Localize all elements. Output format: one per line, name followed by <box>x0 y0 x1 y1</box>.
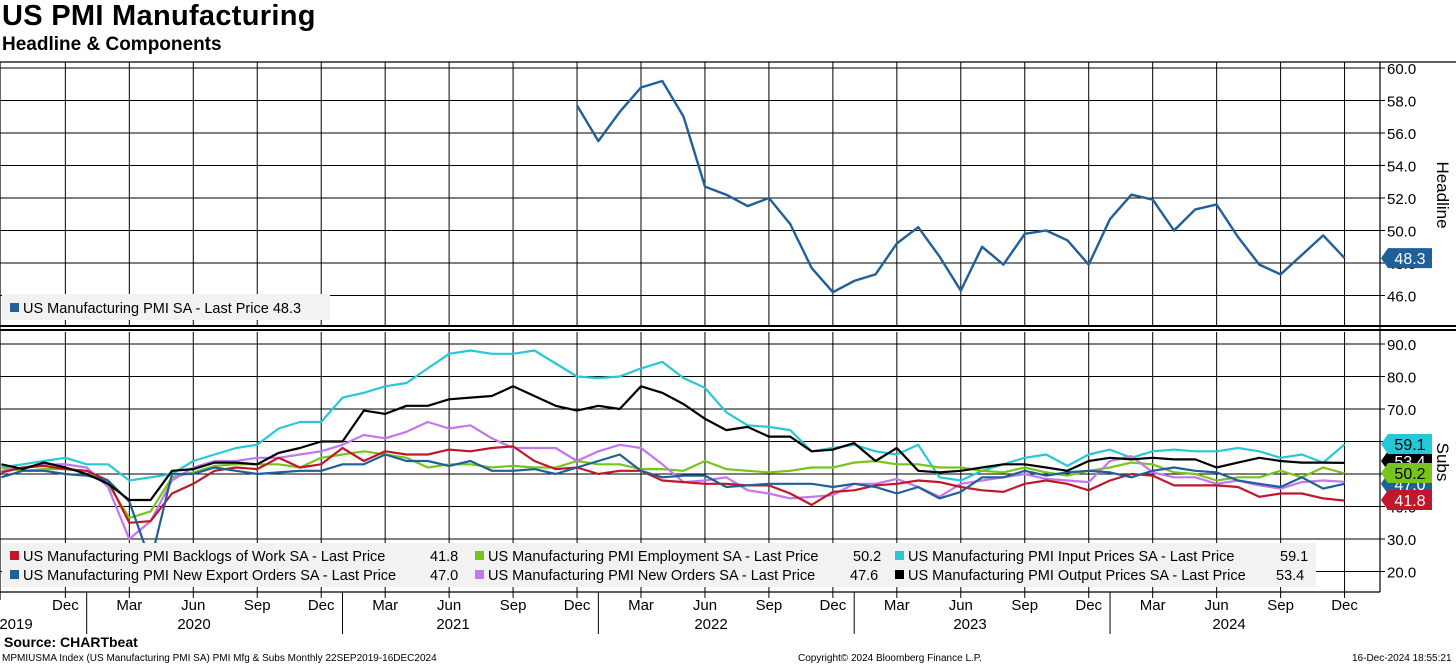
axes: 60.058.056.054.052.050.048.046.090.080.0… <box>0 61 1456 600</box>
ytick-label-top: 56.0 <box>1387 126 1416 143</box>
legend-text-output-prices: US Manufacturing PMI Output Prices SA - … <box>908 568 1246 584</box>
xtick-month-label: Jun <box>181 597 205 614</box>
legend-text-backlogs: US Manufacturing PMI Backlogs of Work SA… <box>23 549 385 565</box>
footer-center: Copyright© 2024 Bloomberg Finance L.P. <box>798 653 982 664</box>
subs-plot <box>1 349 1346 563</box>
legend-text-input-prices: US Manufacturing PMI Input Prices SA - L… <box>908 549 1234 565</box>
ytick-label-top: 54.0 <box>1387 159 1416 176</box>
xtick-month-label: Mar <box>628 597 654 614</box>
xtick-month-label: Mar <box>1140 597 1166 614</box>
xtick-year-label: 2020 <box>177 616 210 633</box>
legend-text-employment: US Manufacturing PMI Employment SA - Las… <box>488 549 818 565</box>
series-line-employment <box>1 450 1345 520</box>
ytick-label-bottom: 30.0 <box>1387 532 1416 549</box>
legend-value-input-prices: 59.1 <box>1280 549 1308 565</box>
xtick-year-label: 2024 <box>1212 616 1245 633</box>
xtick-month-label: Sep <box>500 597 527 614</box>
value-tag <box>1381 463 1432 483</box>
ytick-label-top: 46.0 <box>1387 289 1416 306</box>
xtick-month-label: Dec <box>1331 597 1358 614</box>
chart-subtitle: Headline & Components <box>2 34 222 55</box>
xtick-month-label: Dec <box>52 597 79 614</box>
xtick-month-label: Sep <box>244 597 271 614</box>
ytick-label-top: 58.0 <box>1387 94 1416 111</box>
ytick-label-top: 50.0 <box>1387 224 1416 241</box>
value-tag <box>1381 490 1432 510</box>
series-line-headline <box>575 79 1346 294</box>
legend-swatch-headline <box>10 303 19 312</box>
legend-headline: US Manufacturing PMI SA - Last Price 48.… <box>2 294 330 320</box>
footer-right: 16-Dec-2024 18:55:21 <box>1352 653 1452 664</box>
ytick-label-bottom: 80.0 <box>1387 370 1416 387</box>
xtick-month-label: Mar <box>116 597 142 614</box>
legend-swatch-new-orders <box>475 570 484 579</box>
legend-value-output-prices: 53.4 <box>1276 568 1304 584</box>
xtick-year-label: 2019 <box>0 616 33 633</box>
value-tag <box>1381 434 1432 454</box>
headline-axis-title: Headline <box>1433 161 1452 228</box>
legend-swatch-output-prices <box>895 570 904 579</box>
ytick-label-bottom: 70.0 <box>1387 402 1416 419</box>
xtick-year-label: 2023 <box>953 616 986 633</box>
value-tag-text: 48.3 <box>1394 251 1425 268</box>
legend-swatch-export-orders <box>10 570 19 579</box>
xtick-month-label: Dec <box>1075 597 1102 614</box>
ytick-label-bottom: 20.0 <box>1387 565 1416 582</box>
xtick-month-label: Jun <box>1205 597 1229 614</box>
xtick-month-label: Mar <box>372 597 398 614</box>
legend-value-export-orders: 47.0 <box>430 568 458 584</box>
legend-text-headline: US Manufacturing PMI SA - Last Price 48.… <box>23 301 301 317</box>
xtick-month-label: Sep <box>756 597 783 614</box>
legend-value-backlogs: 41.8 <box>430 549 458 565</box>
xtick-month-label: Jun <box>437 597 461 614</box>
xtick-year-label: 2022 <box>694 616 727 633</box>
ytick-label-top: 60.0 <box>1387 61 1416 78</box>
legend-swatch-backlogs <box>10 551 19 560</box>
subs-axis-title: Subs <box>1433 443 1452 482</box>
ytick-label-bottom: 90.0 <box>1387 337 1416 354</box>
series-line-output-prices <box>1 385 1345 502</box>
xtick-year-label: 2021 <box>436 616 469 633</box>
value-tag-text: 41.8 <box>1394 493 1425 510</box>
source-note: Source: CHARTbeat <box>4 634 138 650</box>
legend-swatch-employment <box>475 551 484 560</box>
xtick-month-label: Dec <box>308 597 335 614</box>
value-tag-text: 50.2 <box>1394 466 1425 483</box>
xtick-month-label: Dec <box>564 597 591 614</box>
series-line-input-prices <box>1 349 1346 482</box>
legend-value-employment: 50.2 <box>853 549 881 565</box>
last-value-tags: 48.347.647.053.459.150.241.8 <box>1381 248 1432 510</box>
value-tag-text: 59.1 <box>1394 437 1425 454</box>
legend-swatch-input-prices <box>895 551 904 560</box>
ytick-label-top: 52.0 <box>1387 191 1416 208</box>
chart-title: US PMI Manufacturing <box>2 0 316 32</box>
xtick-month-label: Sep <box>1267 597 1294 614</box>
xtick-month-label: Sep <box>1011 597 1038 614</box>
series-line-export-orders <box>1 453 1345 563</box>
footer-left: MPMIUSMA Index (US Manufacturing PMI SA)… <box>2 653 437 664</box>
xtick-month-label: Mar <box>884 597 910 614</box>
value-tag <box>1381 248 1432 269</box>
legend-value-new-orders: 47.6 <box>850 568 878 584</box>
legend-text-export-orders: US Manufacturing PMI New Export Orders S… <box>23 568 396 584</box>
xtick-month-label: Dec <box>820 597 847 614</box>
xtick-month-label: Jun <box>949 597 973 614</box>
xtick-month-label: Jun <box>693 597 717 614</box>
legend-text-new-orders: US Manufacturing PMI New Orders SA - Las… <box>488 568 815 584</box>
headline-plot <box>575 79 1346 294</box>
x-axis-labels: Dec Mar Jun Sep Dec Mar Jun Sep Dec Mar Jun Sep Dec M… <box>0 592 1358 634</box>
legend-subs: US Manufacturing PMI Backlogs of Work SA… <box>2 543 1316 587</box>
